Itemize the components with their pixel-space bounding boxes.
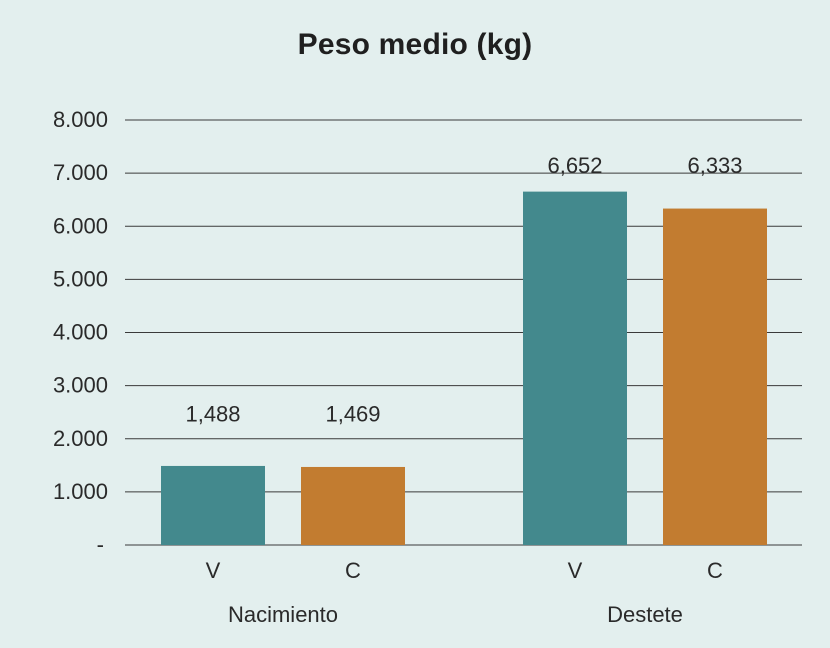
y-tick-label: - <box>97 532 104 557</box>
data-label: 6,333 <box>687 153 742 178</box>
data-label: 1,469 <box>325 402 380 427</box>
y-tick-label: 2.000 <box>53 426 108 451</box>
bar <box>523 191 627 546</box>
data-label: 6,652 <box>547 153 602 178</box>
y-tick-label: 4.000 <box>53 320 108 345</box>
y-tick-label: 7.000 <box>53 160 108 185</box>
y-tick-label: 8.000 <box>53 107 108 132</box>
x-tick-label: C <box>345 558 361 583</box>
x-tick-label: V <box>206 558 221 583</box>
y-tick-label: 3.000 <box>53 373 108 398</box>
bar <box>161 465 265 545</box>
chart-title: Peso medio (kg) <box>297 28 533 61</box>
bar <box>301 466 405 545</box>
group-label: Nacimiento <box>228 602 338 627</box>
data-label: 1,488 <box>185 402 240 427</box>
group-label: Destete <box>607 602 683 627</box>
x-tick-label: C <box>707 558 723 583</box>
bar <box>663 208 767 545</box>
y-tick-label: 1.000 <box>53 479 108 504</box>
y-tick-label: 5.000 <box>53 266 108 291</box>
y-tick-label: 6.000 <box>53 213 108 238</box>
x-tick-label: V <box>568 558 583 583</box>
